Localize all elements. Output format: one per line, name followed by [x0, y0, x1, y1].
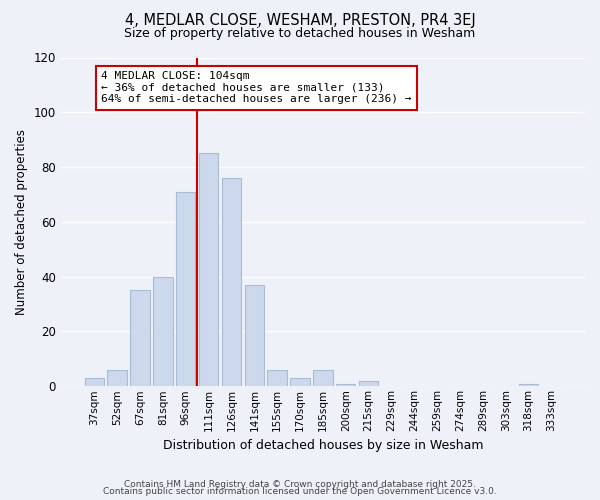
- Y-axis label: Number of detached properties: Number of detached properties: [15, 129, 28, 315]
- Bar: [359, 381, 379, 386]
- Bar: [85, 378, 104, 386]
- Bar: [245, 285, 264, 386]
- Text: Size of property relative to detached houses in Wesham: Size of property relative to detached ho…: [124, 28, 476, 40]
- Bar: [107, 370, 127, 386]
- X-axis label: Distribution of detached houses by size in Wesham: Distribution of detached houses by size …: [163, 440, 483, 452]
- Bar: [130, 290, 150, 386]
- Bar: [313, 370, 332, 386]
- Bar: [222, 178, 241, 386]
- Bar: [336, 384, 355, 386]
- Bar: [268, 370, 287, 386]
- Bar: [153, 276, 173, 386]
- Text: Contains HM Land Registry data © Crown copyright and database right 2025.: Contains HM Land Registry data © Crown c…: [124, 480, 476, 489]
- Bar: [176, 192, 196, 386]
- Text: Contains public sector information licensed under the Open Government Licence v3: Contains public sector information licen…: [103, 487, 497, 496]
- Bar: [519, 384, 538, 386]
- Bar: [290, 378, 310, 386]
- Text: 4, MEDLAR CLOSE, WESHAM, PRESTON, PR4 3EJ: 4, MEDLAR CLOSE, WESHAM, PRESTON, PR4 3E…: [125, 12, 475, 28]
- Text: 4 MEDLAR CLOSE: 104sqm
← 36% of detached houses are smaller (133)
64% of semi-de: 4 MEDLAR CLOSE: 104sqm ← 36% of detached…: [101, 71, 412, 104]
- Bar: [199, 154, 218, 386]
